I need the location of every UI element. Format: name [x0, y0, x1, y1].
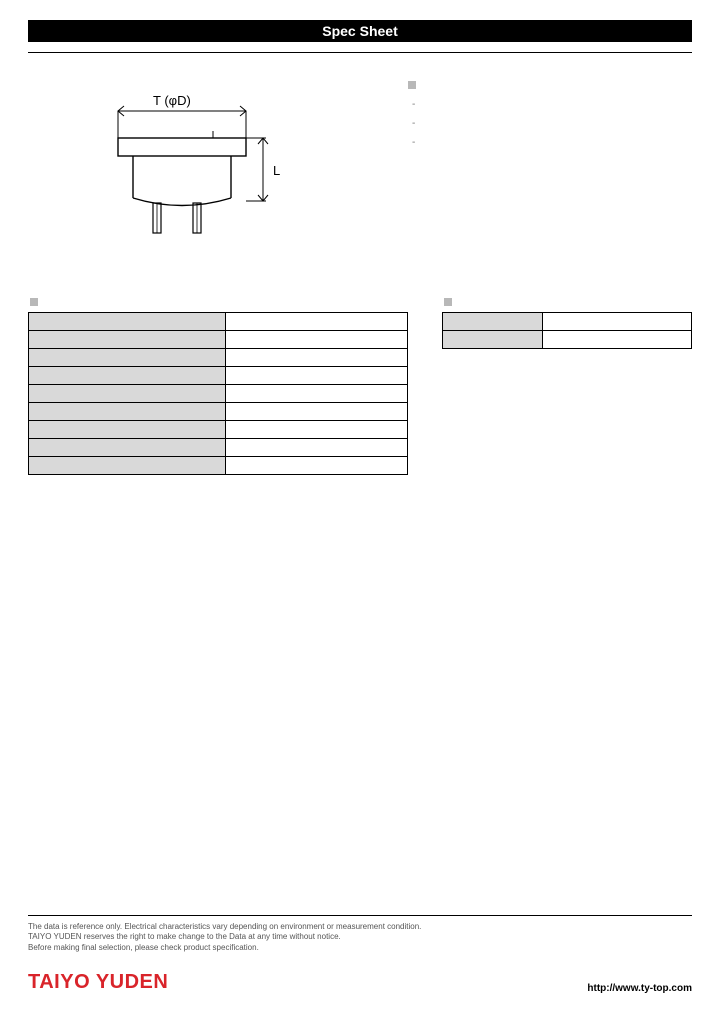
features-block: - - -	[408, 73, 692, 266]
packaging-heading	[444, 296, 692, 308]
table-row	[443, 313, 692, 331]
table-row	[29, 367, 408, 385]
spec-value-cell	[226, 349, 408, 367]
footer-bottom-row: TAIYO YUDEN http://www.ty-top.com	[28, 971, 692, 994]
spec-label-cell	[29, 367, 226, 385]
spec-value-cell	[226, 367, 408, 385]
feature-item: -	[412, 99, 692, 110]
pack-value-cell	[542, 313, 691, 331]
table-row	[29, 439, 408, 457]
spec-heading	[30, 296, 408, 308]
disclaimer-line: The data is reference only. Electrical c…	[28, 922, 692, 932]
spec-table	[28, 312, 408, 475]
table-row	[443, 331, 692, 349]
spec-label-cell	[29, 439, 226, 457]
upper-section: T (φD) L	[28, 73, 692, 266]
table-row	[29, 313, 408, 331]
table-row	[29, 421, 408, 439]
brand-logo-text: TAIYO YUDEN	[28, 971, 168, 994]
feature-item: -	[412, 137, 692, 148]
spec-table-block	[28, 296, 408, 475]
features-heading	[408, 79, 692, 91]
spec-value-cell	[226, 439, 408, 457]
divider-top	[28, 52, 692, 53]
lower-section	[28, 296, 692, 475]
spec-value-cell	[226, 403, 408, 421]
spec-label-cell	[29, 331, 226, 349]
spec-label-cell	[29, 385, 226, 403]
disclaimer-line: Before making final selection, please ch…	[28, 943, 692, 953]
page-footer: The data is reference only. Electrical c…	[28, 915, 692, 994]
spec-value-cell	[226, 313, 408, 331]
square-bullet-icon	[408, 81, 416, 89]
page-title-bar: Spec Sheet	[28, 20, 692, 42]
spec-label-cell	[29, 349, 226, 367]
footer-url[interactable]: http://www.ty-top.com	[587, 983, 692, 994]
spec-label-cell	[29, 403, 226, 421]
feature-item: -	[412, 118, 692, 129]
spec-value-cell	[226, 331, 408, 349]
packaging-table-block	[442, 296, 692, 475]
spec-label-cell	[29, 421, 226, 439]
table-row	[29, 457, 408, 475]
square-bullet-icon	[444, 298, 452, 306]
table-row	[29, 349, 408, 367]
spec-label-cell	[29, 457, 226, 475]
inductor-svg: T (φD) L	[98, 83, 298, 263]
dim-label-l: L	[273, 163, 280, 178]
dim-label-t: T (φD)	[153, 93, 191, 108]
table-row	[29, 385, 408, 403]
pack-label-cell	[443, 313, 543, 331]
component-diagram: T (φD) L	[28, 73, 368, 266]
table-row	[29, 331, 408, 349]
spec-value-cell	[226, 385, 408, 403]
pack-label-cell	[443, 331, 543, 349]
square-bullet-icon	[30, 298, 38, 306]
spec-label-cell	[29, 313, 226, 331]
disclaimer-line: TAIYO YUDEN reserves the right to make c…	[28, 932, 692, 942]
packaging-table	[442, 312, 692, 349]
divider-footer	[28, 915, 692, 916]
pack-value-cell	[542, 331, 691, 349]
table-row	[29, 403, 408, 421]
disclaimer-text: The data is reference only. Electrical c…	[28, 922, 692, 953]
spec-value-cell	[226, 457, 408, 475]
spec-value-cell	[226, 421, 408, 439]
